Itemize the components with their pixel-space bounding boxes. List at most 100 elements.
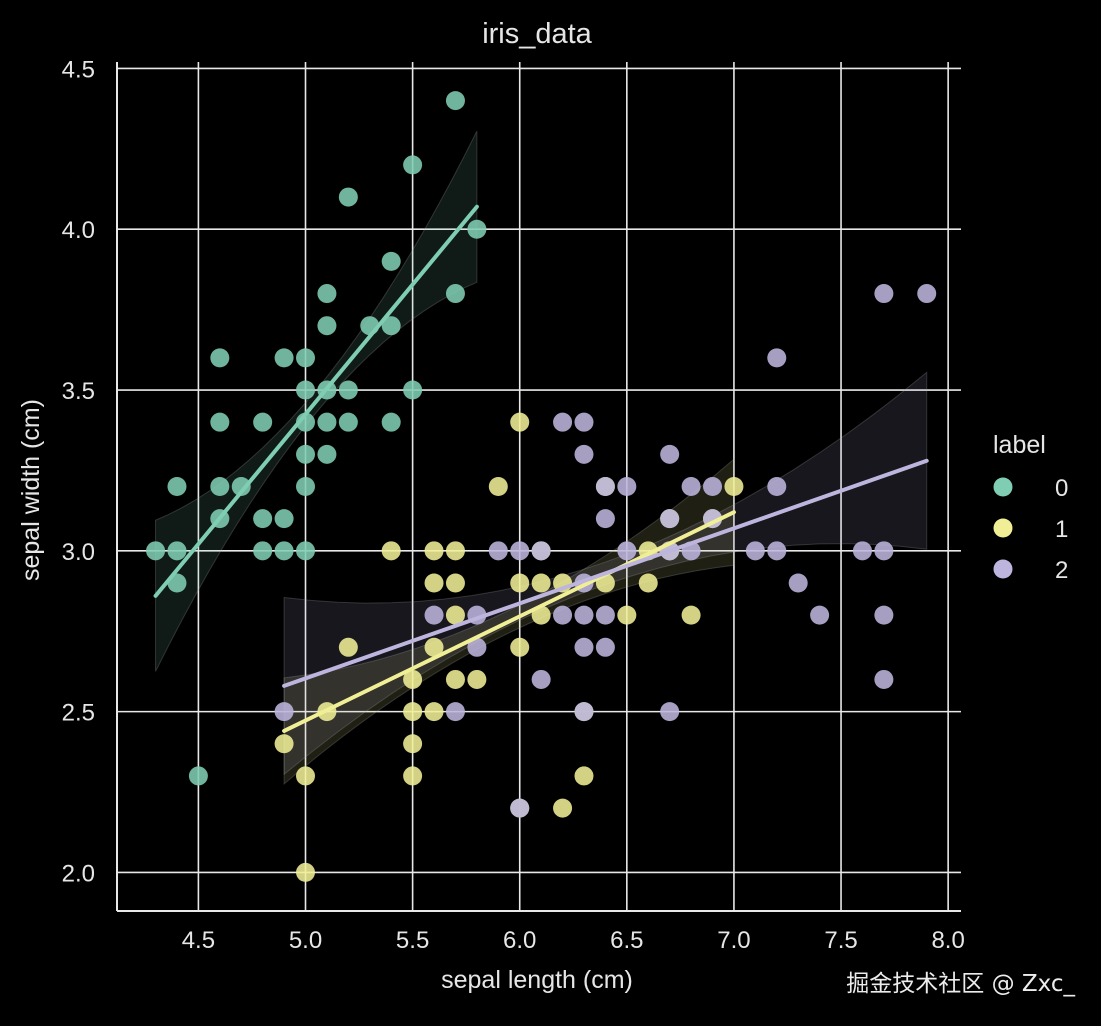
data-point-label-2 [767, 541, 787, 561]
data-point-label-2 [553, 412, 573, 432]
data-point-label-0 [317, 444, 337, 464]
data-point-label-1 [445, 605, 465, 625]
data-point-label-0 [210, 348, 230, 368]
legend-label-2: 2 [1055, 557, 1068, 584]
legend-marker-2 [993, 559, 1013, 579]
data-point-label-1 [274, 734, 294, 754]
data-point-label-2 [510, 541, 530, 561]
data-point-label-2 [445, 702, 465, 722]
data-point-label-0 [253, 541, 273, 561]
data-point-label-0 [146, 541, 166, 561]
data-point-label-0 [274, 348, 294, 368]
data-point-label-2 [852, 541, 872, 561]
data-point-label-1 [338, 637, 358, 657]
y-axis-label: sepal width (cm) [17, 399, 45, 581]
data-points [146, 91, 937, 882]
data-point-label-2 [574, 702, 594, 722]
data-point-label-0 [445, 284, 465, 304]
data-point-label-1 [617, 605, 637, 625]
data-point-label-1 [638, 573, 658, 593]
data-point-label-1 [445, 669, 465, 689]
data-point-label-0 [381, 412, 401, 432]
data-point-label-0 [167, 477, 187, 496]
legend-title: label [993, 431, 1046, 459]
data-point-label-1 [531, 573, 551, 593]
regression-line-1 [282, 510, 736, 733]
data-point-label-1 [510, 637, 530, 657]
data-point-label-2 [595, 605, 615, 625]
data-point-label-1 [553, 798, 573, 818]
data-point-label-2 [595, 637, 615, 657]
data-point-label-2 [874, 605, 894, 625]
y-tick-label: 2.0 [62, 860, 95, 887]
data-point-label-2 [874, 669, 894, 689]
y-tick-label: 2.5 [62, 700, 95, 727]
axes-frame [116, 62, 961, 912]
chart-title: iris_data [482, 18, 592, 50]
y-tick-label: 3.5 [62, 378, 95, 405]
data-point-label-2 [424, 605, 444, 625]
tick-labels: 4.5 5.0 5.5 6.0 6.5 7.0 7.5 8.0 2.0 2.5 3.0 3.5 4.0 4… [62, 56, 965, 954]
x-axis-label: sepal length (cm) [441, 966, 633, 994]
x-tick-label: 8.0 [931, 927, 964, 954]
data-point-label-2 [595, 509, 615, 529]
data-point-label-1 [403, 669, 423, 689]
data-point-label-2 [488, 541, 508, 561]
data-point-label-1 [445, 573, 465, 593]
data-point-label-0 [381, 316, 401, 336]
y-tick-label: 3.0 [62, 539, 95, 566]
data-point-label-2 [467, 637, 487, 657]
data-point-label-1 [424, 702, 444, 722]
data-point-label-2 [617, 477, 637, 496]
y-tick-label: 4.0 [62, 217, 95, 244]
data-point-label-2 [553, 605, 573, 625]
data-point-label-2 [574, 637, 594, 657]
data-point-label-0 [253, 412, 273, 432]
data-point-label-2 [574, 444, 594, 464]
legend-marker-1 [993, 518, 1013, 538]
data-point-label-2 [745, 541, 765, 561]
data-point-label-2 [767, 348, 787, 368]
data-point-label-0 [445, 91, 465, 111]
x-tick-label: 5.0 [289, 927, 322, 954]
regression-line-2 [282, 458, 929, 688]
regression-line-0 [153, 204, 479, 598]
x-tick-label: 5.5 [396, 927, 429, 954]
data-point-label-0 [338, 187, 358, 207]
data-point-label-2 [531, 669, 551, 689]
data-point-label-1 [488, 477, 508, 496]
x-tick-label: 6.0 [503, 927, 536, 954]
data-point-label-1 [574, 766, 594, 786]
data-point-label-1 [403, 766, 423, 786]
data-point-label-0 [188, 766, 208, 786]
data-point-label-1 [403, 702, 423, 722]
data-point-label-2 [617, 541, 637, 561]
data-point-label-2 [917, 284, 937, 304]
data-point-label-0 [317, 316, 337, 336]
legend-label-0: 0 [1055, 475, 1068, 502]
data-point-label-0 [296, 380, 316, 400]
data-point-label-0 [296, 348, 316, 368]
data-point-label-0 [317, 284, 337, 304]
data-point-label-1 [681, 605, 701, 625]
data-point-label-2 [531, 541, 551, 561]
y-tick-label: 4.5 [62, 56, 95, 83]
data-point-label-2 [660, 444, 680, 464]
x-tick-label: 6.5 [610, 927, 643, 954]
data-point-label-2 [595, 477, 615, 496]
data-point-label-2 [788, 573, 808, 593]
data-point-label-0 [381, 251, 401, 271]
data-point-label-0 [296, 477, 316, 496]
data-point-label-2 [810, 605, 830, 625]
data-point-label-1 [296, 862, 316, 882]
data-point-label-0 [253, 509, 273, 529]
data-point-label-2 [767, 477, 787, 496]
legend-marker-0 [993, 477, 1013, 497]
data-point-label-2 [874, 541, 894, 561]
data-point-label-1 [510, 412, 530, 432]
data-point-label-1 [403, 734, 423, 754]
data-point-label-1 [296, 766, 316, 786]
data-point-label-0 [296, 444, 316, 464]
regression-lines [153, 204, 929, 733]
